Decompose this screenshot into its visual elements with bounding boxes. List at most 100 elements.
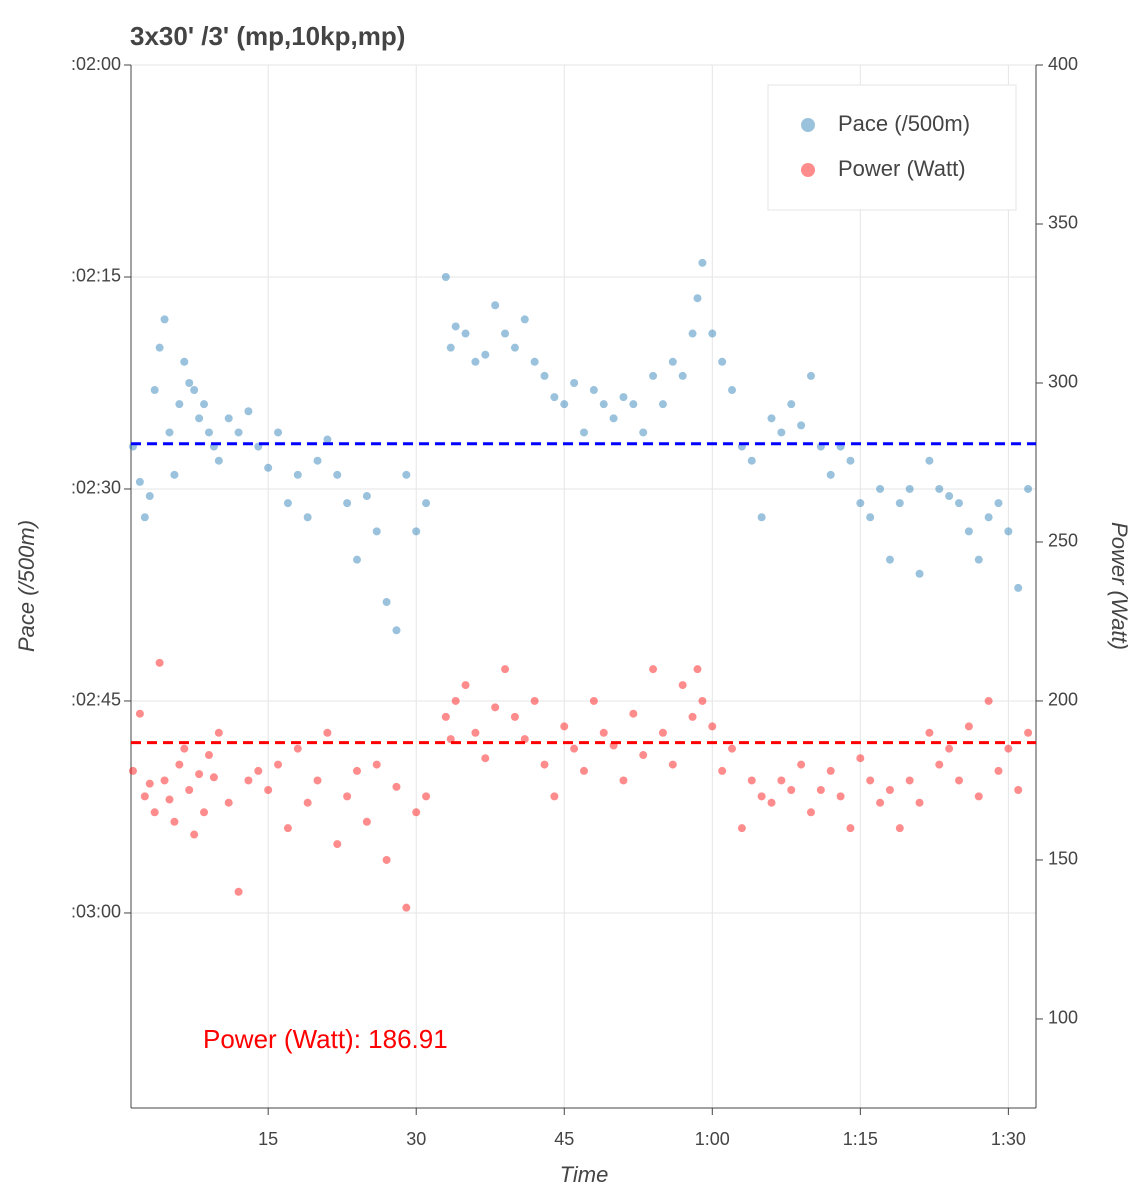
data-point: [757, 513, 766, 522]
y2-tick-label: 400: [1048, 54, 1078, 74]
data-point: [451, 696, 460, 705]
y-axis-label: Pace (/500m): [14, 520, 39, 652]
data-point: [145, 492, 154, 501]
y-tick-label: :02:45: [71, 690, 121, 710]
data-point: [491, 301, 500, 310]
data-point: [639, 751, 648, 760]
data-point: [1024, 728, 1033, 737]
data-point: [688, 329, 697, 338]
data-point: [190, 830, 199, 839]
data-point: [224, 414, 233, 423]
data-point: [451, 322, 460, 331]
data-point: [668, 760, 677, 769]
data-point: [816, 786, 825, 795]
data-point: [629, 400, 638, 409]
data-point: [422, 792, 431, 801]
data-point: [471, 357, 480, 366]
data-point: [200, 808, 209, 817]
data-point: [293, 470, 302, 479]
data-point: [402, 470, 411, 479]
data-point: [747, 776, 756, 785]
data-point: [175, 760, 184, 769]
annotation: Power (Watt): 186.91: [203, 1024, 448, 1054]
data-point: [234, 887, 243, 896]
data-point: [579, 766, 588, 775]
data-point: [856, 499, 865, 508]
y2-tick-label: 150: [1048, 849, 1078, 869]
legend-marker: [801, 118, 815, 132]
data-point: [392, 626, 401, 635]
data-point: [1014, 786, 1023, 795]
data-point: [885, 555, 894, 564]
data-point: [599, 400, 608, 409]
data-point: [343, 499, 352, 508]
data-point: [204, 428, 213, 437]
legend-label: Power (Watt): [838, 156, 966, 181]
data-point: [333, 470, 342, 479]
data-point: [323, 728, 332, 737]
data-point: [362, 492, 371, 501]
data-point: [806, 371, 815, 380]
data-point: [560, 722, 569, 731]
data-point: [895, 499, 904, 508]
data-point: [441, 272, 450, 281]
legend-box: [767, 84, 1017, 211]
data-point: [570, 378, 579, 387]
data-point: [945, 492, 954, 501]
data-point: [767, 798, 776, 807]
legend-label: Pace (/500m): [838, 111, 970, 136]
data-point: [984, 696, 993, 705]
data-point: [895, 824, 904, 833]
data-point: [510, 343, 519, 352]
data-point: [175, 400, 184, 409]
data-point: [935, 760, 944, 769]
data-point: [728, 386, 737, 395]
data-point: [313, 776, 322, 785]
data-point: [964, 722, 973, 731]
x-axis-label: Time: [560, 1162, 609, 1187]
data-point: [244, 407, 253, 416]
data-point: [885, 786, 894, 795]
data-point: [984, 513, 993, 522]
data-point: [540, 371, 549, 380]
data-point: [550, 792, 559, 801]
data-point: [964, 527, 973, 536]
data-point: [264, 463, 273, 472]
data-point: [303, 513, 312, 522]
data-point: [955, 776, 964, 785]
data-point: [313, 456, 322, 465]
data-point: [204, 751, 213, 760]
data-point: [994, 766, 1003, 775]
data-point: [678, 681, 687, 690]
data-point: [688, 712, 697, 721]
data-point: [649, 371, 658, 380]
data-point: [737, 824, 746, 833]
data-point: [135, 709, 144, 718]
data-point: [629, 709, 638, 718]
data-point: [698, 258, 707, 267]
data-point: [274, 428, 283, 437]
data-point: [826, 470, 835, 479]
data-point: [501, 665, 510, 674]
data-point: [777, 776, 786, 785]
data-point: [787, 400, 796, 409]
data-point: [649, 665, 658, 674]
data-point: [974, 792, 983, 801]
data-point: [806, 808, 815, 817]
data-point: [693, 294, 702, 303]
data-point: [550, 393, 559, 402]
data-point: [599, 728, 608, 737]
data-point: [441, 712, 450, 721]
y-tick-label: :02:30: [71, 478, 121, 498]
x-tick-label: 1:30: [991, 1129, 1026, 1149]
data-point: [974, 555, 983, 564]
data-point: [579, 428, 588, 437]
data-point: [846, 456, 855, 465]
data-point: [856, 754, 865, 763]
data-point: [372, 760, 381, 769]
data-point: [520, 315, 529, 324]
data-point: [200, 400, 209, 409]
data-point: [708, 329, 717, 338]
data-point: [214, 456, 223, 465]
data-point: [481, 350, 490, 359]
